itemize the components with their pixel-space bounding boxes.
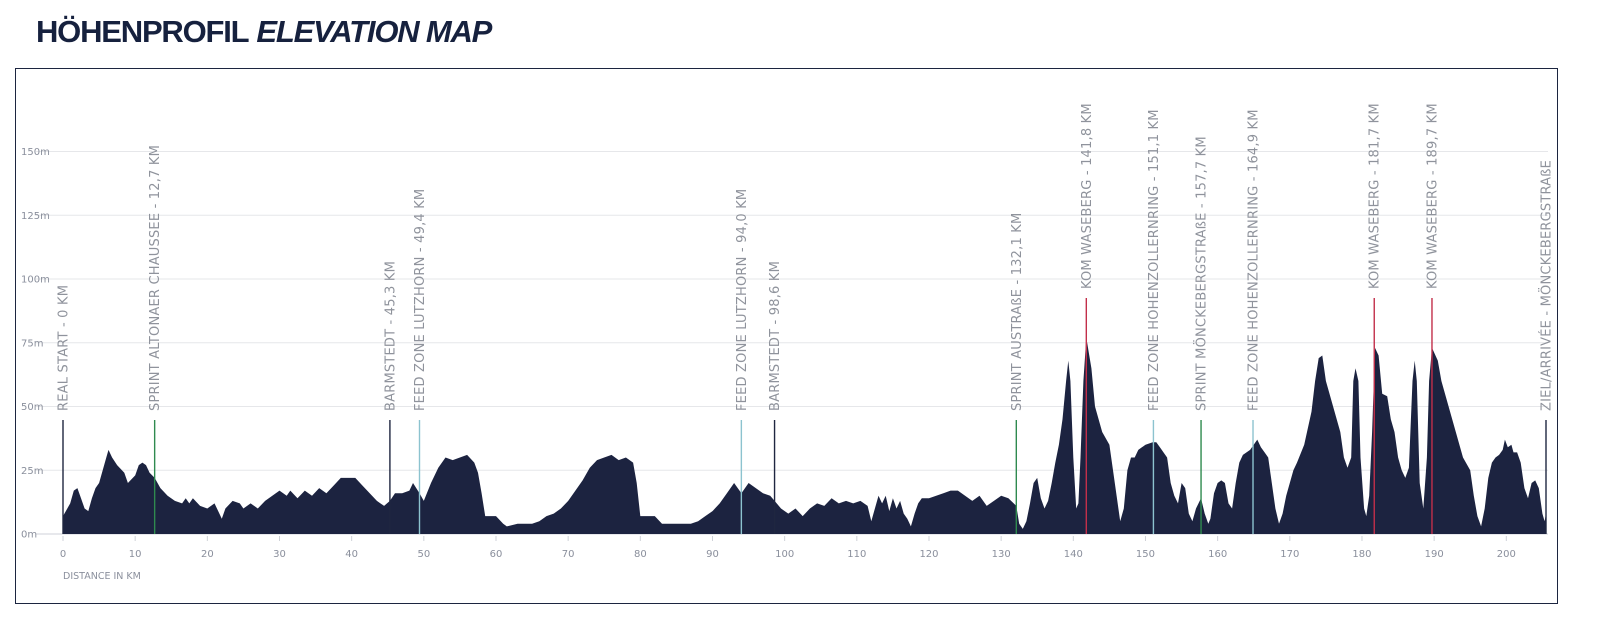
- x-tick-label: 0: [60, 549, 66, 560]
- marker: KOM WASEBERG - 189,7 KM: [1425, 103, 1440, 534]
- elevation-profile: [63, 337, 1546, 534]
- x-axis-label: DISTANCE IN KM: [63, 571, 141, 582]
- y-tick-label: 0m: [21, 530, 37, 541]
- marker: FEED ZONE HOHENZOLLERNRING - 151,1 KM: [1147, 109, 1162, 534]
- x-tick-label: 200: [1497, 549, 1516, 560]
- marker: FEED ZONE LUTZHORN - 49,4 KM: [413, 189, 428, 534]
- marker-label: KOM WASEBERG - 189,7 KM: [1425, 103, 1440, 289]
- y-tick-label: 25m: [21, 466, 43, 477]
- x-tick-label: 130: [992, 549, 1011, 560]
- marker-label: BARMSTEDT - 98,6 KM: [768, 261, 783, 411]
- x-tick-label: 40: [345, 549, 358, 560]
- marker-label: FEED ZONE HOHENZOLLERNRING - 164,9 KM: [1247, 109, 1262, 411]
- y-tick-label: 50m: [21, 402, 43, 413]
- x-tick-label: 110: [847, 549, 866, 560]
- marker: KOM WASEBERG - 141,8 KM: [1080, 103, 1095, 534]
- grid-lines: [36, 151, 1548, 535]
- x-tick-label: 10: [129, 549, 142, 560]
- y-tick-label: 75m: [21, 338, 43, 349]
- chart-frame: [15, 68, 1558, 604]
- x-tick-label: 140: [1064, 549, 1083, 560]
- x-tick-label: 180: [1352, 549, 1371, 560]
- marker-label: FEED ZONE LUTZHORN - 94,0 KM: [735, 189, 750, 411]
- x-tick-label: 100: [775, 549, 794, 560]
- marker: BARMSTEDT - 45,3 KM: [383, 261, 398, 534]
- markers: REAL START - 0 KM SPRINT ALTONAER CHAUSSE…: [57, 103, 1555, 534]
- x-tick-label: 90: [706, 549, 719, 560]
- marker-label: REAL START - 0 KM: [57, 285, 72, 411]
- marker-label: KOM WASEBERG - 141,8 KM: [1080, 103, 1095, 289]
- marker-label: SPRINT AUSTRAßE - 132,1 KM: [1010, 213, 1025, 411]
- marker-label: BARMSTEDT - 45,3 KM: [383, 261, 398, 411]
- y-axis: 0m 25m 50m 75m 100m 125m 150m: [21, 147, 50, 541]
- marker: ZIEL/ARRIVÉE - MÖNCKEBERGSTRAßE: [1538, 160, 1555, 534]
- x-tick-label: 60: [490, 549, 503, 560]
- marker-label: SPRINT ALTONAER CHAUSSEE - 12,7 KM: [148, 145, 163, 411]
- marker: SPRINT AUSTRAßE - 132,1 KM: [1010, 213, 1025, 534]
- x-tick-label: 160: [1208, 549, 1227, 560]
- y-tick-label: 100m: [21, 275, 50, 286]
- marker-label: FEED ZONE LUTZHORN - 49,4 KM: [413, 189, 428, 411]
- x-tick-label: 30: [273, 549, 286, 560]
- elevation-area: [63, 337, 1546, 534]
- page-title: HÖHENPROFIL ELEVATION MAP: [36, 14, 492, 50]
- marker: BARMSTEDT - 98,6 KM: [768, 261, 783, 534]
- x-tick-label: 120: [919, 549, 938, 560]
- x-tick-label: 150: [1136, 549, 1155, 560]
- x-tick-label: 70: [562, 549, 575, 560]
- marker: FEED ZONE LUTZHORN - 94,0 KM: [735, 189, 750, 534]
- y-tick-label: 150m: [21, 147, 50, 158]
- marker-label: KOM WASEBERG - 181,7 KM: [1368, 103, 1383, 289]
- marker: SPRINT ALTONAER CHAUSSEE - 12,7 KM: [148, 145, 163, 534]
- title-german: HÖHENPROFIL: [36, 14, 250, 49]
- marker-label: FEED ZONE HOHENZOLLERNRING - 151,1 KM: [1147, 109, 1162, 411]
- x-tick-label: 190: [1425, 549, 1444, 560]
- y-tick-label: 125m: [21, 211, 50, 222]
- marker-label: SPRINT MÖNCKEBERGSTRAßE - 157,7 KM: [1193, 136, 1210, 411]
- marker: SPRINT MÖNCKEBERGSTRAßE - 157,7 KM: [1193, 136, 1210, 534]
- marker: KOM WASEBERG - 181,7 KM: [1368, 103, 1383, 534]
- x-axis: 0 10 20 30 40 50 60 70 80 90 100 110 120 130 140 150 160…: [60, 536, 1516, 560]
- title-english: ELEVATION MAP: [256, 14, 492, 49]
- x-tick-label: 20: [201, 549, 214, 560]
- marker-label: ZIEL/ARRIVÉE - MÖNCKEBERGSTRAßE: [1538, 160, 1555, 411]
- x-tick-label: 50: [417, 549, 430, 560]
- marker: REAL START - 0 KM: [57, 285, 72, 534]
- marker: FEED ZONE HOHENZOLLERNRING - 164,9 KM: [1247, 109, 1262, 534]
- x-tick-label: 170: [1280, 549, 1299, 560]
- x-tick-label: 80: [634, 549, 647, 560]
